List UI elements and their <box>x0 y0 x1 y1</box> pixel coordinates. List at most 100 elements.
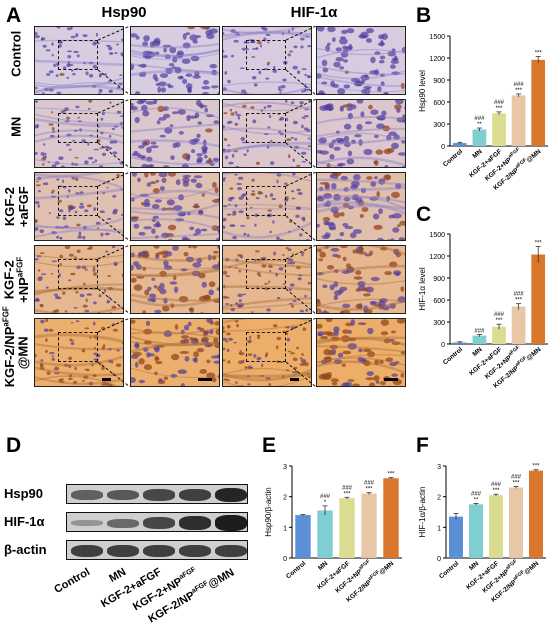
significance-label: *** <box>535 51 543 57</box>
cell-nucleus <box>394 104 402 109</box>
cell-nucleus <box>336 57 344 62</box>
y-tick-label: 300 <box>433 320 445 327</box>
cell-nucleus <box>214 321 219 325</box>
connector-line <box>286 99 316 113</box>
cell-nucleus <box>35 201 40 204</box>
cell-nucleus <box>229 225 234 227</box>
cell-nucleus <box>366 28 374 33</box>
cell-nucleus <box>392 227 399 233</box>
cell-nucleus <box>339 66 344 69</box>
cell-nucleus <box>227 325 231 329</box>
tissue-fiber <box>131 71 220 75</box>
cell-nucleus <box>159 289 166 295</box>
cell-nucleus <box>228 162 233 165</box>
cell-nucleus <box>336 47 342 51</box>
ihc-micrograph <box>130 318 220 387</box>
cell-nucleus <box>238 116 240 119</box>
cell-nucleus <box>203 80 209 85</box>
cell-nucleus <box>189 227 194 231</box>
cell-nucleus <box>263 27 268 31</box>
wb-band <box>71 490 103 500</box>
cell-nucleus <box>327 27 335 32</box>
cell-nucleus <box>84 310 89 312</box>
wb-band-strip <box>66 512 248 532</box>
cell-nucleus <box>270 161 274 165</box>
cell-nucleus <box>82 236 85 239</box>
cell-nucleus <box>51 273 53 275</box>
cell-nucleus <box>272 220 274 224</box>
cell-nucleus <box>173 143 178 148</box>
cell-nucleus <box>219 246 220 249</box>
cell-nucleus <box>178 369 187 374</box>
y-tick-label: 1 <box>437 525 441 532</box>
cell-nucleus <box>35 35 40 38</box>
cell-nucleus <box>45 338 48 342</box>
cell-nucleus <box>381 319 389 326</box>
y-tick-label: 300 <box>433 122 445 129</box>
y-tick-label: 0 <box>437 556 441 563</box>
cell-nucleus <box>376 191 380 197</box>
connector-line <box>286 289 316 314</box>
cell-nucleus <box>161 87 166 92</box>
cell-nucleus <box>143 226 152 229</box>
wb-lane-label: Control <box>52 566 92 596</box>
cell-nucleus <box>75 33 78 37</box>
cell-nucleus <box>83 34 88 37</box>
cell-nucleus <box>224 71 227 75</box>
cell-nucleus <box>51 111 53 113</box>
x-tick-label: Control <box>438 560 460 580</box>
cell-nucleus <box>399 237 406 241</box>
cell-nucleus <box>320 182 329 185</box>
ihc-row-label: KGF-2/NPaFGF@MN <box>2 318 30 387</box>
cell-nucleus <box>227 80 231 83</box>
cell-nucleus <box>251 311 253 313</box>
cell-nucleus <box>132 173 137 177</box>
cell-nucleus <box>217 287 220 291</box>
cell-nucleus <box>71 36 76 38</box>
cell-nucleus <box>143 35 150 41</box>
cell-nucleus <box>331 378 339 382</box>
bar <box>469 504 483 558</box>
cell-nucleus <box>244 366 247 369</box>
cell-nucleus <box>223 177 226 179</box>
scale-bar <box>290 378 299 381</box>
wb-lane-label: MN <box>107 566 128 585</box>
cell-nucleus <box>211 85 219 88</box>
connector-line <box>286 245 316 259</box>
scale-bar <box>384 378 398 381</box>
y-axis-label: Hsp90 level <box>418 70 427 112</box>
tissue-texture <box>131 100 220 168</box>
cell-nucleus <box>227 349 230 353</box>
cell-nucleus <box>56 236 59 239</box>
cell-nucleus <box>322 60 328 67</box>
cell-nucleus <box>83 305 88 308</box>
cell-nucleus <box>340 246 347 248</box>
bar <box>492 327 506 344</box>
cell-nucleus <box>71 322 74 324</box>
y-axis-label: HIF-1α/β-actin <box>418 486 427 537</box>
cell-nucleus <box>186 155 190 162</box>
cell-nucleus <box>366 176 373 180</box>
cell-nucleus <box>167 239 174 241</box>
cell-nucleus <box>334 295 338 300</box>
ihc-row-label-line: KGF-2 <box>2 172 16 241</box>
cell-nucleus <box>192 40 198 44</box>
wb-band <box>215 545 247 558</box>
connector-line <box>98 318 130 332</box>
cell-nucleus <box>347 28 355 33</box>
cell-nucleus <box>342 364 346 367</box>
cell-nucleus <box>241 137 245 141</box>
cell-nucleus <box>358 322 367 325</box>
cell-nucleus <box>52 164 57 167</box>
cell-nucleus <box>49 352 54 354</box>
cell-nucleus <box>323 375 332 380</box>
cell-nucleus <box>363 293 371 296</box>
cell-nucleus <box>65 310 68 312</box>
cell-nucleus <box>325 232 331 237</box>
cell-nucleus <box>144 173 148 178</box>
cell-nucleus <box>48 313 52 314</box>
cell-nucleus <box>201 86 210 89</box>
cell-nucleus <box>235 166 239 168</box>
cell-nucleus <box>277 297 281 299</box>
cell-nucleus <box>170 124 173 127</box>
